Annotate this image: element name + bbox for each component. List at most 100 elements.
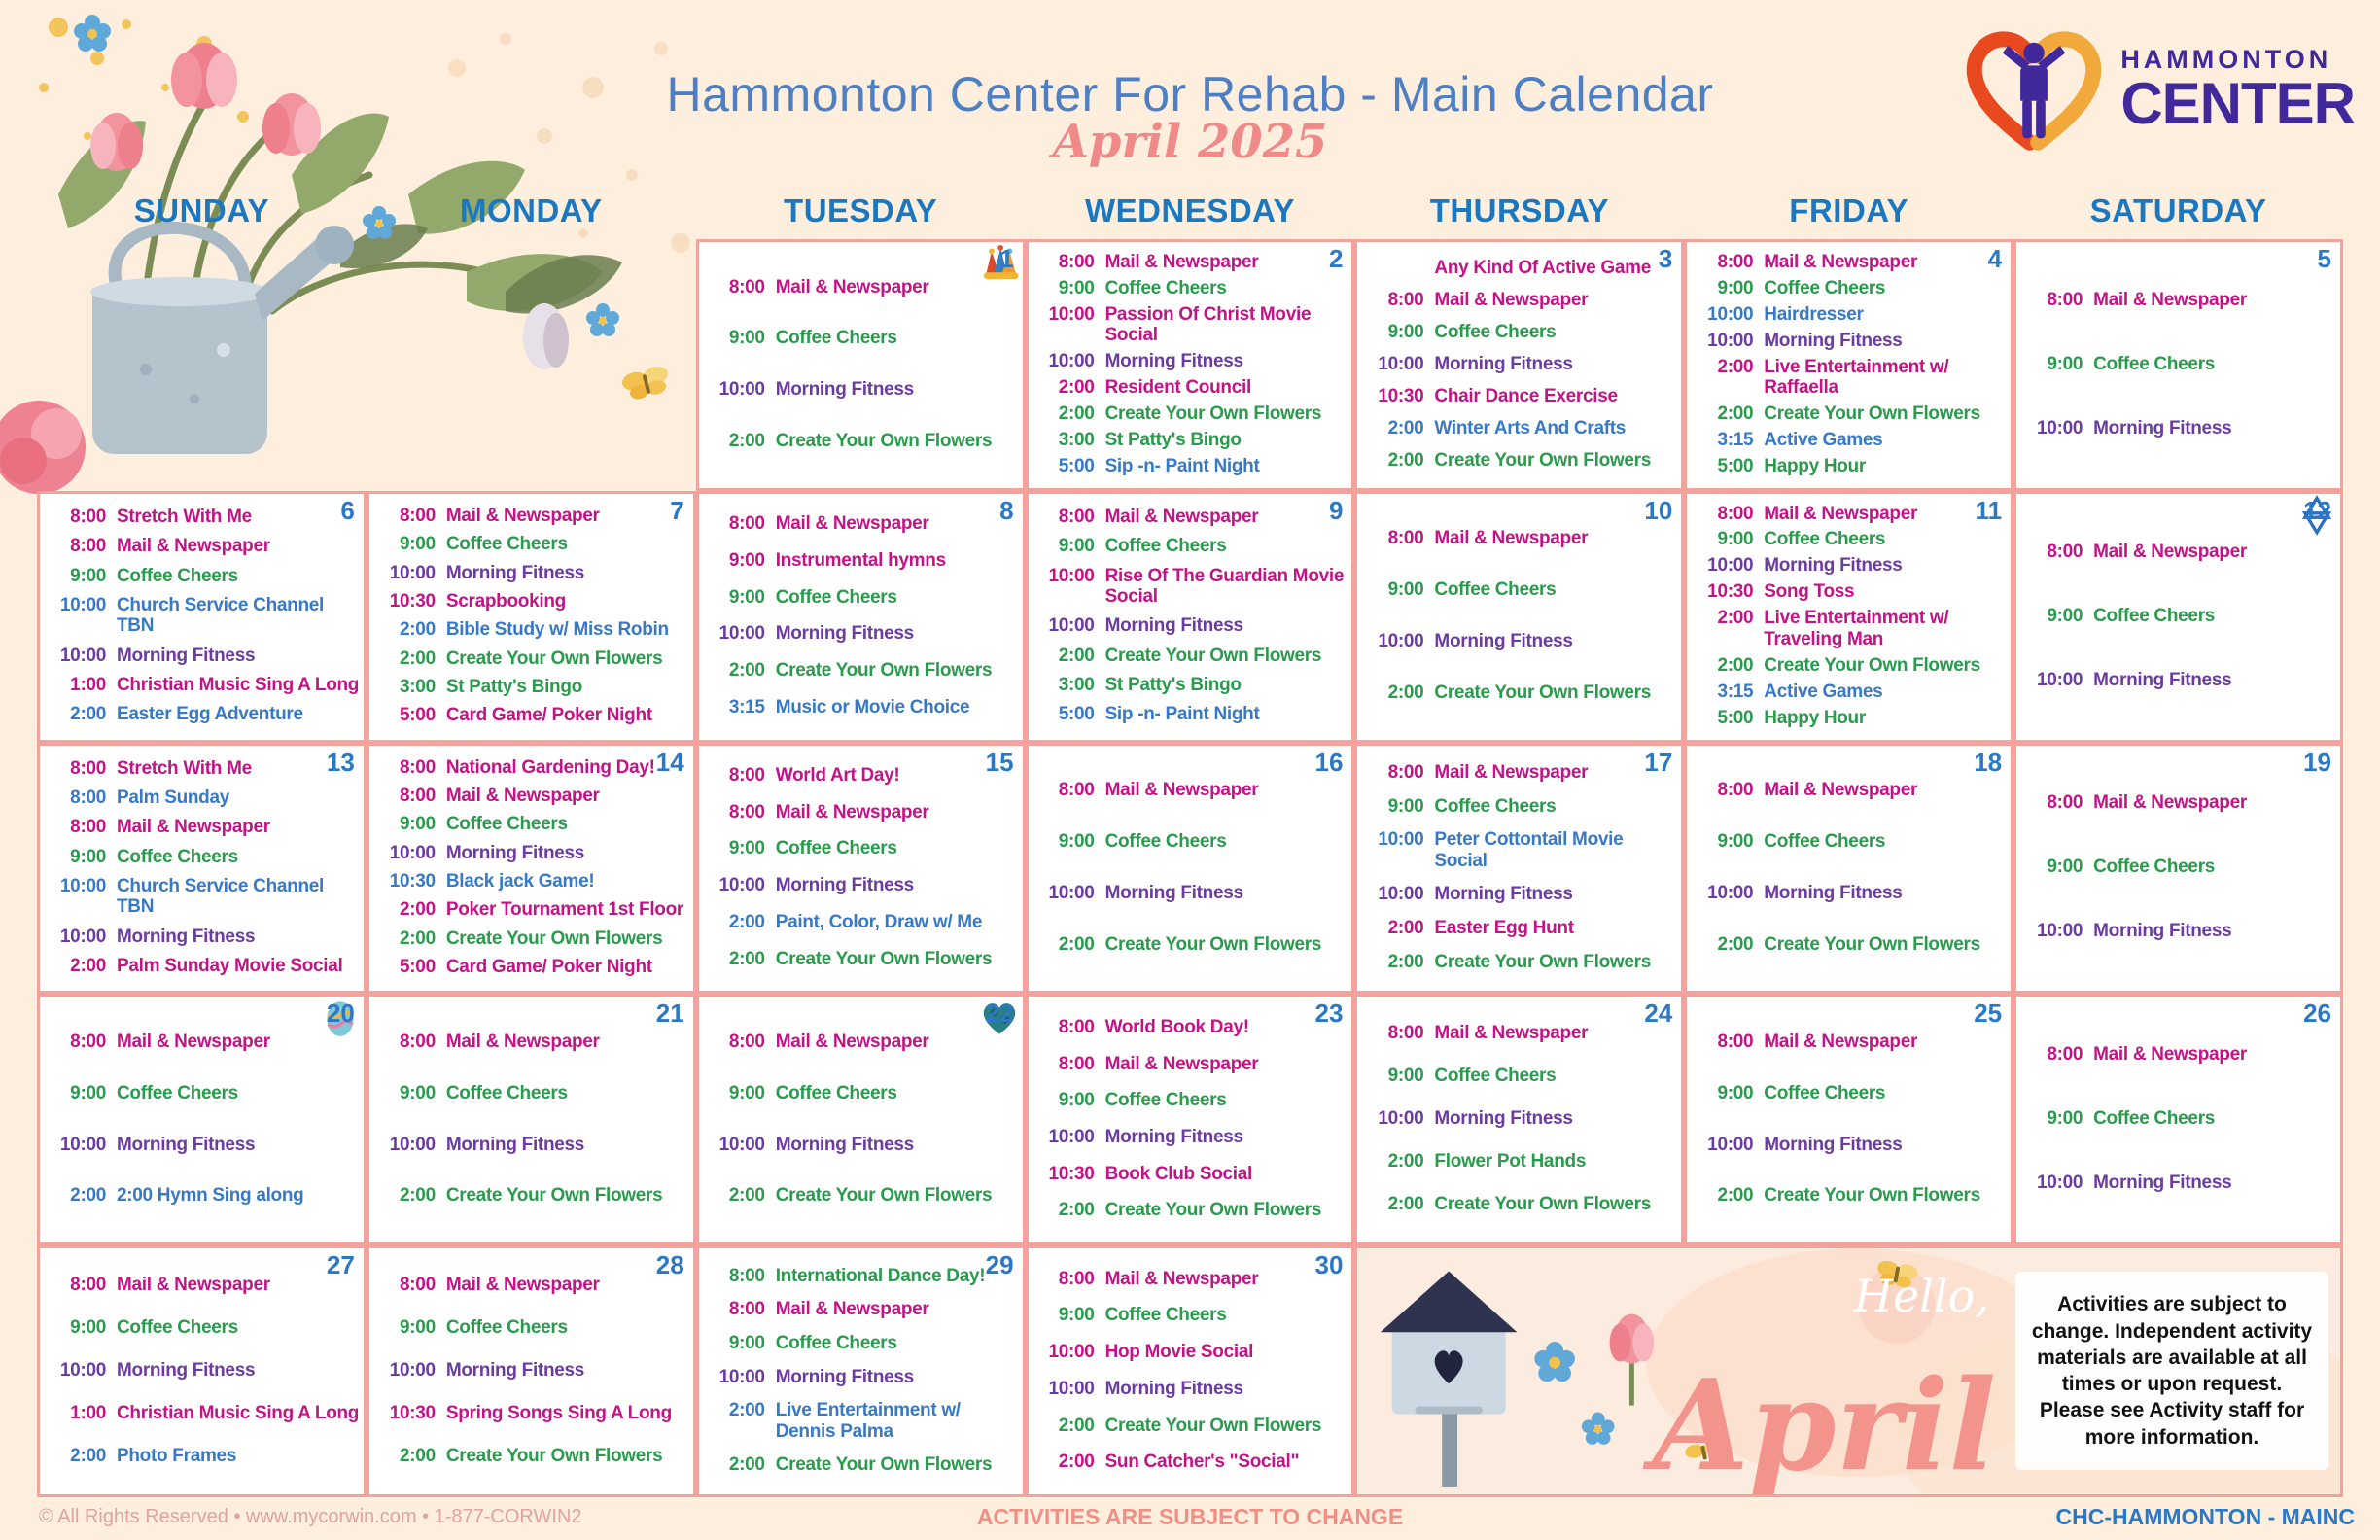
activity: 10:00 Morning Fitness	[2024, 670, 2336, 690]
activity-time: 9:00	[1058, 536, 1095, 557]
activity: 2:00 Sun Catcher's "Social"	[1036, 1452, 1348, 1472]
activity-label: Morning Fitness	[117, 1134, 256, 1155]
activity: 9:00 Coffee Cheers	[48, 566, 360, 586]
activity-time: 9:00	[1717, 1082, 1754, 1103]
activity: 8:00 Mail & Newspaper	[377, 1275, 689, 1295]
activity-time: 2:00	[728, 911, 765, 932]
activity-label: Create Your Own Flowers	[1104, 933, 1322, 955]
activity-time: 2:00	[1387, 917, 1424, 938]
activity-time: 10:00	[1378, 1108, 1424, 1130]
day-number: 4	[1987, 244, 2003, 273]
activity: 2:00 Create Your Own Flowers	[707, 1454, 1019, 1475]
day-number: 7	[670, 495, 684, 525]
activity: 10:00 Morning Fitness	[707, 623, 1019, 644]
day-number: 8	[999, 495, 1014, 525]
activity: 9:00 Coffee Cheers	[1036, 1305, 1348, 1325]
activity: 5:00 Sip -n- Paint Night	[1036, 456, 1348, 476]
activity: 3:00 St Patty's Bingo	[1036, 675, 1348, 695]
weekday-header: WEDNESDAY	[1084, 192, 1295, 228]
activity: 9:00 Coffee Cheers	[2024, 354, 2336, 374]
activity-label: Create Your Own Flowers	[1104, 1200, 1322, 1221]
activity-label: Coffee Cheers	[445, 1316, 568, 1338]
day-number: 29	[985, 1250, 1014, 1280]
activity: 3:00 St Patty's Bingo	[1036, 430, 1348, 450]
activity-label: Peter Cottontail Movie Social	[1434, 829, 1624, 871]
day-cell: 8 8:00 Mail & Newspaper 9:00 Instrumental hy…	[695, 490, 1026, 743]
day-cell: 24 8:00 Mail & Newspaper 9:00 Coffee Cheers 1…	[1354, 994, 1685, 1246]
activity-label: Church Service Channel TBN	[117, 876, 325, 918]
activity-label: Create Your Own Flowers	[775, 1454, 993, 1476]
activity: 10:00 Morning Fitness	[1695, 883, 2007, 903]
activity: 2:00 Create Your Own Flowers	[1365, 1194, 1677, 1214]
activity-list: 8:00 Mail & Newspaper 9:00 Coffee Cheers 10:…	[1695, 498, 2007, 734]
activity-time: 10:00	[2037, 921, 2083, 942]
day-cell: 4 8:00 Mail & Newspaper 9:00 Coffee Cheers 10…	[1684, 239, 2014, 491]
day-cell: 11 8:00 Mail & Newspaper 9:00 Coffee Cheers 1…	[1684, 490, 2014, 743]
day-cell: 6 8:00 Stretch With Me 8:00 Mail & Newspaper…	[37, 490, 367, 743]
activity-list: 8:00 World Book Day! 8:00 Mail & Newspaper 9…	[1036, 1000, 1348, 1237]
activity-time: 10:00	[1378, 884, 1424, 905]
activity: 9:00 Coffee Cheers	[48, 847, 360, 867]
activity-time: 8:00	[1387, 762, 1424, 783]
activity-time: 9:00	[1717, 529, 1754, 550]
activity-label: Coffee Cheers	[445, 814, 568, 835]
day-cell: 2 8:00 Mail & Newspaper 9:00 Coffee Cheers 10…	[1025, 239, 1355, 491]
activity: 9:00 Coffee Cheers	[707, 587, 1019, 608]
activity-label: Mail & Newspaper	[445, 785, 600, 806]
activity-label: Christian Music Sing A Long	[117, 674, 360, 695]
activity-list: 8:00 Stretch With Me 8:00 Mail & Newspaper 9…	[48, 498, 360, 734]
activity: 10:00 Morning Fitness	[377, 843, 689, 863]
day-cell: 22 8:00 Mail & Newspaper 9:00 Coffee Cheers 1…	[695, 994, 1026, 1246]
activity-time: 2:00	[400, 648, 436, 669]
activity: 2:00 Poker Tournament 1st Floor	[377, 899, 689, 920]
activity-label: Coffee Cheers	[2093, 605, 2216, 626]
activity-label: Mail & Newspaper	[445, 505, 600, 526]
activity: 9:00 Coffee Cheers	[377, 814, 689, 834]
activity-label: Create Your Own Flowers	[445, 1445, 663, 1466]
activity-label: Coffee Cheers	[1434, 579, 1557, 601]
day-number: 25	[1974, 998, 2003, 1029]
activity-label: Sun Catcher's "Social"	[1104, 1452, 1300, 1473]
activity: 8:00 Stretch With Me	[48, 507, 360, 527]
activity: 9:00 Coffee Cheers	[377, 534, 689, 554]
activity-time: 10:00	[1707, 303, 1754, 325]
activity-time: 9:00	[728, 586, 765, 608]
activity-label: Song Toss	[1764, 581, 1855, 603]
day-cell: 25 8:00 Mail & Newspaper 9:00 Coffee Cheers 1…	[1684, 994, 2014, 1246]
activity-time: 5:00	[400, 956, 436, 977]
activity: 3:15 Active Games	[1695, 682, 2007, 702]
activity: 9:00 Coffee Cheers	[1036, 536, 1348, 556]
activity-label: Coffee Cheers	[1434, 1066, 1557, 1087]
activity-time: 2:00	[1387, 417, 1424, 438]
activity-label: Mail & Newspaper	[117, 1031, 270, 1052]
activity: 10:30 Book Club Social	[1036, 1164, 1348, 1184]
activity: 5:00 Card Game/ Poker Night	[377, 957, 689, 977]
activity-label: Coffee Cheers	[2093, 857, 2216, 878]
activity: 9:00 Coffee Cheers	[1365, 322, 1677, 342]
activity-label: Christian Music Sing A Long	[117, 1402, 360, 1423]
day-cell: 29 8:00 International Dance Day! 8:00 Mail &…	[695, 1245, 1026, 1497]
activity: 8:00 Mail & Newspaper	[707, 513, 1019, 534]
activity-list: 8:00 Mail & Newspaper 9:00 Coffee Cheers 10:…	[1036, 246, 1348, 482]
weekday-row: SUNDAY MONDAY TUESDAY WEDNESDAY THURSDAY FRID…	[37, 192, 2343, 237]
activity-label: Morning Fitness	[117, 645, 256, 666]
activity: 9:00 Instrumental hymns	[707, 550, 1019, 571]
day-number: 19	[2303, 747, 2331, 777]
day-cell: 14 8:00 National Gardening Day! 8:00 Mail & …	[366, 742, 696, 995]
activity-time: 8:00	[400, 756, 436, 778]
activity-time: 2:00	[1058, 376, 1095, 398]
activity-label: Mail & Newspaper	[2093, 1044, 2247, 1066]
activity-time: 9:00	[1058, 1305, 1095, 1326]
day-number: 15	[985, 747, 1014, 777]
activity: 1:00 Christian Music Sing A Long	[48, 675, 360, 695]
footer-facility-code: CHC-HAMMONTON - MAINC	[2055, 1504, 2355, 1529]
activity-label: Mail & Newspaper	[2093, 541, 2247, 562]
activity-time: 1:00	[70, 1402, 106, 1423]
activity-time: 2:00	[1058, 1200, 1095, 1221]
activity: 2:00 Create Your Own Flowers	[377, 928, 689, 949]
activity: 10:00 Morning Fitness	[1365, 354, 1677, 374]
activity: 10:00 Morning Fitness	[48, 646, 360, 666]
activity-time: 8:00	[70, 1274, 106, 1295]
activity: 2:00 Paint, Color, Draw w/ Me	[707, 912, 1019, 932]
activity: 8:00 Mail & Newspaper	[2024, 542, 2336, 562]
